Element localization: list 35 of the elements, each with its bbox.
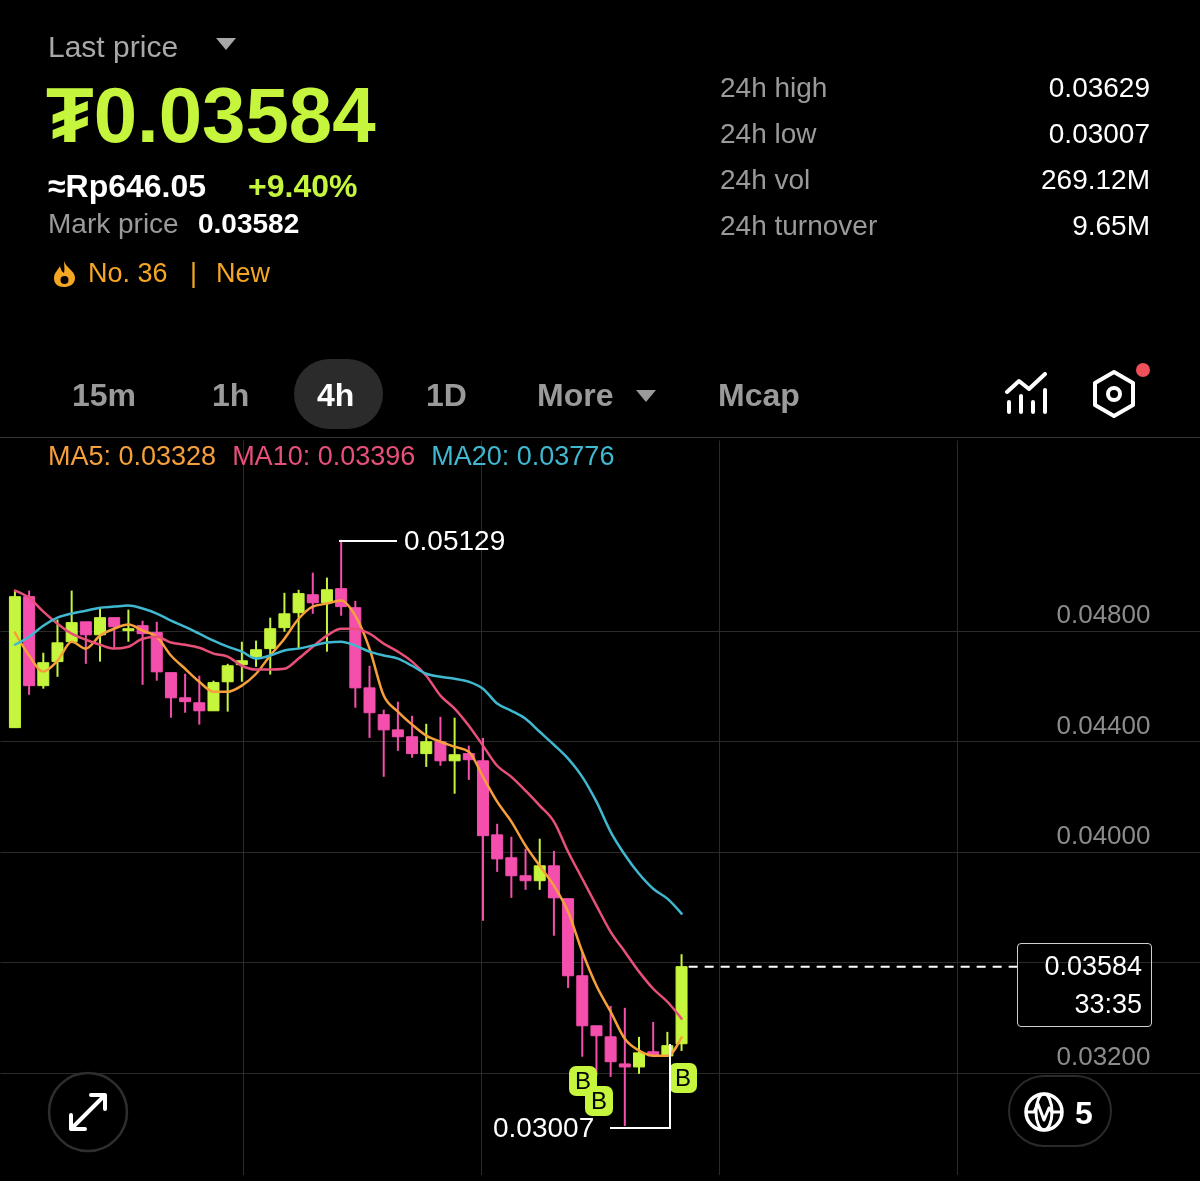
text: 1h (212, 377, 250, 413)
annotation: B (669, 1063, 698, 1093)
text: 24h high (720, 72, 828, 103)
text: 24h turnover (720, 210, 878, 241)
text: No. 36 (88, 258, 168, 288)
text: Mark price (48, 208, 179, 239)
text: New (216, 258, 271, 288)
text: 33:35 (1074, 989, 1142, 1019)
text: 1D (426, 377, 467, 413)
text: MA10: 0.03396 (232, 441, 416, 471)
y-tick-label: 0.04400 (1056, 709, 1151, 740)
text: 269.12M (1041, 164, 1150, 195)
text: 0.03582 (198, 208, 300, 239)
text: ≈Rp646.05 (48, 168, 207, 204)
annotation: 0.05129 (404, 525, 506, 556)
text: MA5: 0.03328 (48, 441, 217, 471)
y-tick-label: 0.03200 (1056, 1041, 1151, 1072)
text: 0.03007 (1048, 118, 1150, 149)
text: More (537, 377, 614, 413)
text: MA20: 0.03776 (431, 441, 615, 471)
text: 5 (1075, 1095, 1093, 1131)
y-tick-label: 0.04000 (1056, 820, 1151, 851)
text: 9.65M (1072, 210, 1150, 241)
text: +9.40% (248, 168, 358, 204)
text: | (190, 258, 198, 288)
text: 4h (317, 377, 355, 413)
text: 0.03629 (1048, 72, 1150, 103)
text: 24h vol (720, 164, 811, 195)
y-tick-label: 0.04800 (1056, 599, 1151, 630)
chart-title: Last price (48, 30, 179, 63)
text: 24h low (720, 118, 817, 149)
ref-line-label: 0.03584 (1044, 950, 1142, 981)
text: ₮0.03584 (46, 71, 376, 159)
text: Mcap (718, 377, 800, 413)
text: 15m (72, 377, 137, 413)
